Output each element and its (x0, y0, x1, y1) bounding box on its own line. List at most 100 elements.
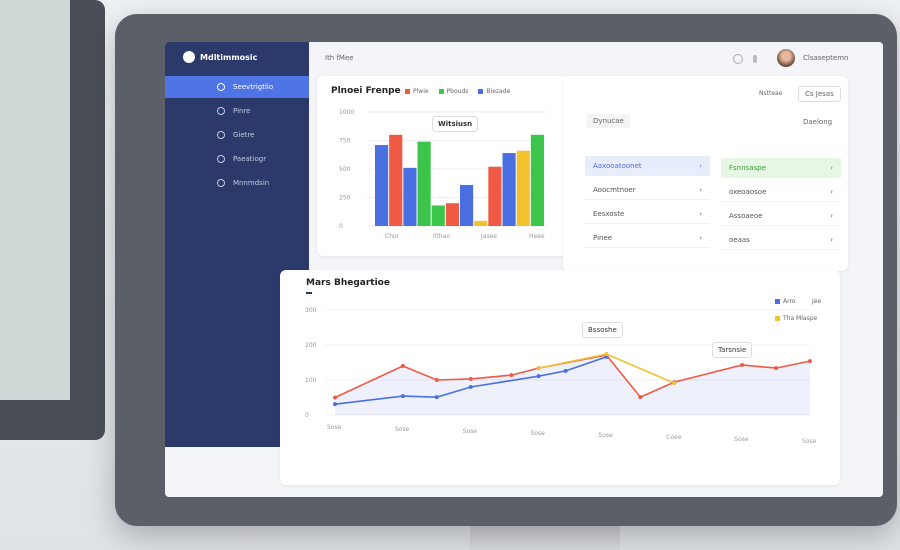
bar (403, 167, 417, 226)
y-tick-label: 750 (339, 138, 351, 145)
bar-chart: 0 250 500 750 1000 Chor Ilthao Jasee Heee (339, 109, 547, 240)
sidebar-item[interactable]: Seevtrigtlio (165, 76, 309, 98)
line-chart: 0 100 200 300 Sose Sose Sose Sose Sose Coee Sose So… (305, 307, 817, 445)
legend-item: Arro (775, 298, 795, 305)
filter-button[interactable]: Daelong (803, 118, 833, 126)
legend-swatch (478, 89, 484, 94)
bar (502, 153, 516, 226)
data-point (333, 402, 337, 407)
x-tick-label: Sose (531, 430, 546, 437)
chevron-icon: › (699, 161, 702, 170)
list-row[interactable]: oxeoaosoe › (721, 182, 841, 202)
nav-icon (217, 131, 225, 139)
notification-icon[interactable] (753, 55, 757, 63)
bar-tooltip: Witsiusn (432, 116, 479, 132)
list-row[interactable]: oeaas › (721, 230, 841, 250)
chevron-icon: › (699, 209, 702, 218)
list-row[interactable]: Fsnnsaspe › (721, 158, 841, 178)
chevron-icon: › (830, 211, 833, 220)
sidebar-item[interactable]: Mnnmdsin (165, 172, 309, 194)
logo: Mdltimmosic (183, 51, 257, 63)
sidebar-item[interactable]: Paeatiogr (165, 148, 309, 170)
monitor-bezel: Mdltimmosic Seevtrigtlio Pinre Gietre Paeat… (115, 14, 897, 526)
user-name[interactable]: Clsaseptemn (803, 54, 849, 62)
line-chart-title: Mars Bhegartioe (306, 278, 390, 288)
data-point (604, 352, 609, 357)
data-point (468, 376, 473, 381)
y-tick-label: 0 (305, 412, 309, 419)
data-point (509, 373, 514, 378)
bar (516, 150, 530, 226)
data-point (672, 381, 677, 386)
legend-toggle[interactable]: Jee (812, 298, 822, 305)
line-tooltip: Bssoshe (582, 322, 623, 338)
dashboard-screen: Mdltimmosic Seevtrigtlio Pinre Gietre Paeat… (165, 42, 883, 497)
x-tick-label: Sose (734, 436, 749, 443)
avatar[interactable] (777, 49, 795, 67)
sidebar-item-label: Mnnmdsin (233, 179, 270, 187)
data-point (536, 366, 541, 371)
nav-icon (217, 107, 225, 115)
bar (530, 134, 544, 226)
search-field[interactable]: Dynucae (587, 114, 630, 128)
background-monitor (0, 0, 105, 440)
legend-swatch (405, 89, 410, 94)
top-link[interactable]: Nstteae (759, 90, 783, 97)
y-tick-label: 300 (305, 307, 317, 314)
bar (389, 134, 403, 226)
y-tick-label: 500 (339, 166, 351, 173)
logo-icon (183, 51, 195, 63)
line-chart-card: Mars Bhegartioe Arro Tha Mlaspe Jee 0 100 2… (280, 270, 840, 485)
header-title: Ith fMee (325, 54, 354, 62)
list-row[interactable]: Eesxoste › (585, 204, 710, 224)
x-tick-label: Coee (666, 434, 682, 441)
sidebar-item[interactable]: Pinre (165, 100, 309, 122)
bar (375, 145, 389, 226)
sidebar-item[interactable]: Gietre (165, 124, 309, 146)
y-tick-label: 250 (339, 195, 351, 202)
bar (474, 220, 488, 226)
bar-chart-title: Plnoei Frenpe (331, 86, 401, 96)
legend-item: Biezade (478, 88, 510, 95)
data-point (740, 362, 745, 367)
x-tick-label: Sose (598, 432, 613, 439)
x-tick-label: Ilthao (433, 233, 450, 240)
date-button[interactable]: Cs Jesas (798, 86, 841, 102)
data-point (434, 378, 439, 382)
legend-item: Tha Mlaspe (775, 315, 817, 322)
x-tick-label: Sose (327, 424, 342, 431)
list-row[interactable]: Pinee › (585, 228, 710, 248)
x-tick-label: Sose (802, 438, 817, 445)
x-tick-label: Chor (385, 233, 400, 240)
x-tick-label: Jasee (480, 233, 497, 240)
y-tick-label: 0 (339, 223, 343, 230)
list-row[interactable]: Assoaeoe › (721, 206, 841, 226)
bar (417, 141, 431, 226)
x-tick-label: Sose (395, 426, 410, 433)
bar (460, 184, 474, 226)
chevron-icon: › (830, 187, 833, 196)
legend-swatch (438, 89, 444, 94)
data-point (774, 366, 779, 371)
data-point (536, 374, 541, 379)
data-point (468, 385, 473, 389)
home-icon[interactable] (733, 54, 743, 64)
list-row[interactable]: Aaxooatoonet › (585, 156, 710, 176)
y-tick-label: 200 (305, 342, 317, 349)
data-point (400, 364, 405, 368)
background-monitor-screen (0, 0, 70, 400)
legend-swatch (775, 316, 780, 321)
data-point (808, 359, 812, 364)
legend-swatch (775, 299, 780, 304)
data-point (400, 394, 405, 399)
data-point (604, 354, 609, 359)
bar-chart-card: Plnoei Frenpe Plwie Pbouds Biezade 0 250 500… (317, 76, 567, 256)
sidebar-item-label: Paeatiogr (233, 155, 267, 163)
bar (431, 205, 445, 226)
nav-icon (217, 83, 225, 91)
data-point (333, 395, 337, 400)
x-tick-label: Heee (529, 233, 545, 240)
bar (445, 203, 459, 226)
list-row[interactable]: Aoocmtnoer › (585, 180, 710, 200)
data-point (434, 395, 439, 400)
